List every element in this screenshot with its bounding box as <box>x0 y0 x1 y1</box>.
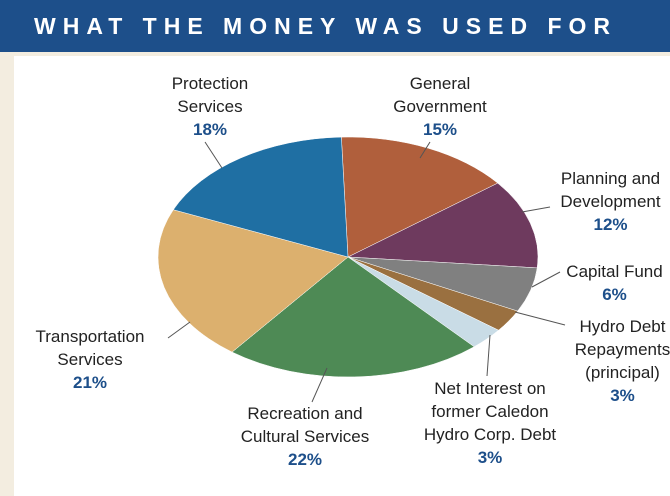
value-label: 12% <box>593 215 628 234</box>
category-label: Hydro Debt Repayments (principal) <box>574 317 670 382</box>
leader-lines <box>167 141 566 403</box>
pie-slice <box>231 256 475 378</box>
slice-label: Recreation and Cultural Services 22% <box>225 402 385 471</box>
pie-slice <box>172 136 349 258</box>
pie <box>157 136 539 378</box>
pie-slice <box>341 136 499 258</box>
leader-line <box>311 367 328 403</box>
leader-line <box>486 334 491 377</box>
category-label: Protection Services <box>171 74 249 116</box>
slice-label: Capital Fund 6% <box>552 260 670 306</box>
category-label: Recreation and Cultural Services <box>240 404 370 446</box>
pie-slice <box>347 182 539 269</box>
category-label: Transportation Services <box>35 327 145 369</box>
leader-line <box>514 311 566 326</box>
leader-line <box>419 141 431 159</box>
value-label: 18% <box>192 120 228 139</box>
slice-label: Planning and Development 12% <box>548 167 670 236</box>
slice-label: General Government 15% <box>380 72 500 141</box>
value-label: 3% <box>610 386 635 405</box>
value-label: 21% <box>72 373 108 392</box>
value-label: 3% <box>477 448 503 467</box>
category-label: Planning and Development <box>560 169 661 211</box>
category-label: Capital Fund <box>566 262 663 281</box>
leader-line <box>531 271 561 288</box>
leader-line <box>204 141 223 169</box>
slice-label: Net Interest on former Caledon Hydro Cor… <box>415 377 565 469</box>
value-label: 22% <box>287 450 323 469</box>
value-label: 15% <box>422 120 458 139</box>
slice-label: Hydro Debt Repayments (principal) 3% <box>565 315 670 407</box>
leader-line <box>167 321 191 339</box>
slice-label: Transportation Services 21% <box>20 325 160 394</box>
slice-label: Protection Services 18% <box>160 72 260 141</box>
leader-line <box>521 206 551 213</box>
category-label: Net Interest on former Caledon Hydro Cor… <box>423 379 557 444</box>
pie-slice <box>157 209 349 353</box>
header: WHAT THE MONEY WAS USED FOR <box>0 0 670 52</box>
value-label: 6% <box>602 285 627 304</box>
category-label: General Government <box>393 74 487 116</box>
chart-title: WHAT THE MONEY WAS USED FOR <box>34 13 617 39</box>
